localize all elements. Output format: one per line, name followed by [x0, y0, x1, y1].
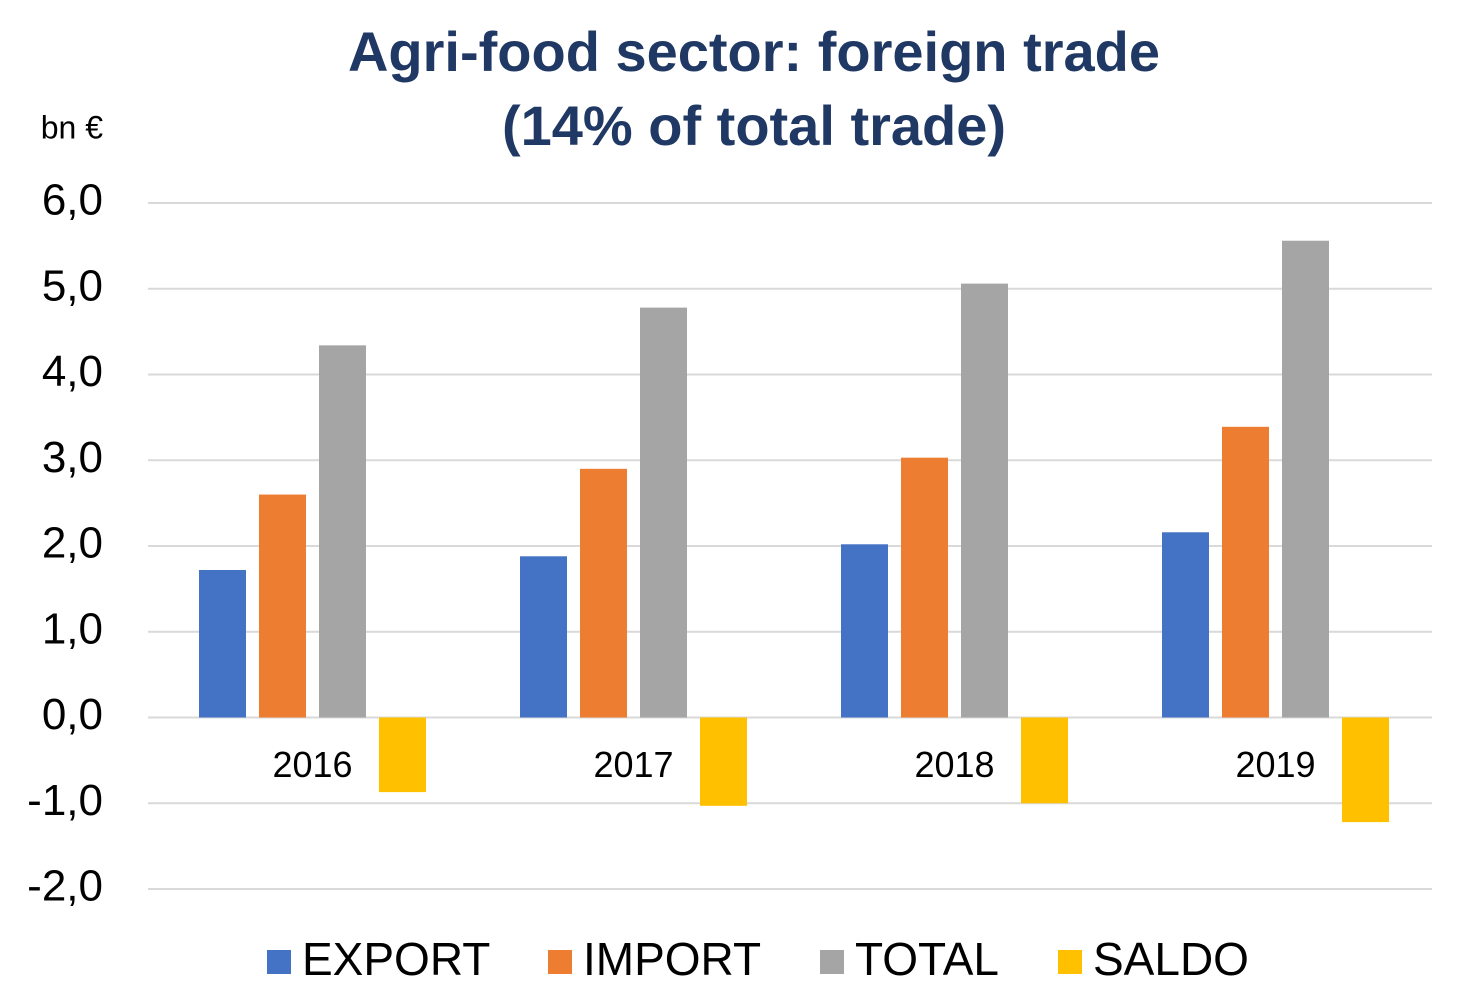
bar — [901, 457, 948, 718]
y-tick-label: 1,0 — [42, 604, 103, 653]
legend-label: SALDO — [1093, 933, 1249, 984]
legend-swatch — [1058, 950, 1082, 974]
x-tick-label: 2016 — [272, 744, 352, 785]
bar — [379, 717, 426, 793]
legend-label: EXPORT — [302, 933, 490, 984]
chart-title: Agri-food sector: foreign trade — [348, 20, 1160, 83]
bar — [520, 556, 567, 718]
bar — [259, 494, 306, 718]
legend-label: IMPORT — [583, 933, 761, 984]
bar — [199, 570, 246, 718]
y-tick-label: -2,0 — [27, 862, 103, 911]
y-tick-label: 6,0 — [42, 176, 103, 225]
legend-label: TOTAL — [855, 933, 999, 984]
bar — [1342, 717, 1389, 823]
bar — [1222, 426, 1269, 718]
bar — [319, 345, 366, 718]
y-tick-label: 4,0 — [42, 347, 103, 396]
x-tick-label: 2018 — [914, 744, 994, 785]
legend-swatch — [820, 950, 844, 974]
bar — [841, 544, 888, 718]
bar — [961, 283, 1008, 718]
y-tick-label: 3,0 — [42, 433, 103, 482]
y-tick-label: 0,0 — [42, 690, 103, 739]
legend-swatch — [267, 950, 291, 974]
chart-subtitle: (14% of total trade) — [502, 94, 1006, 157]
y-tick-label: 5,0 — [42, 261, 103, 310]
legend-swatch — [548, 950, 572, 974]
y-tick-label: 2,0 — [42, 519, 103, 568]
bar — [1282, 240, 1329, 718]
y-axis-label: bn € — [41, 109, 103, 145]
bar — [1162, 532, 1209, 718]
x-tick-label: 2017 — [593, 744, 673, 785]
y-tick-label: -1,0 — [27, 776, 103, 825]
bar — [700, 717, 747, 806]
bar — [640, 307, 687, 718]
bar — [580, 468, 627, 718]
bar — [1021, 717, 1068, 804]
x-tick-label: 2019 — [1235, 744, 1315, 785]
